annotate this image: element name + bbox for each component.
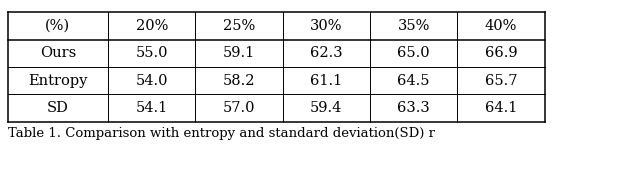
Text: 40%: 40% bbox=[485, 19, 517, 33]
Text: 35%: 35% bbox=[398, 19, 430, 33]
Text: 64.1: 64.1 bbox=[485, 101, 517, 115]
Text: 55.0: 55.0 bbox=[136, 46, 168, 60]
Text: Entropy: Entropy bbox=[28, 74, 88, 88]
Text: Table 1. Comparison with entropy and standard deviation(SD) r: Table 1. Comparison with entropy and sta… bbox=[8, 127, 434, 140]
Text: 58.2: 58.2 bbox=[223, 74, 255, 88]
Text: 65.0: 65.0 bbox=[398, 46, 430, 60]
Text: (%): (%) bbox=[45, 19, 71, 33]
Text: 62.3: 62.3 bbox=[310, 46, 342, 60]
Text: 25%: 25% bbox=[223, 19, 255, 33]
Text: 65.7: 65.7 bbox=[485, 74, 517, 88]
Text: 20%: 20% bbox=[136, 19, 168, 33]
Text: 61.1: 61.1 bbox=[310, 74, 342, 88]
Text: 59.4: 59.4 bbox=[310, 101, 342, 115]
Text: 66.9: 66.9 bbox=[485, 46, 517, 60]
Text: 30%: 30% bbox=[310, 19, 342, 33]
Text: 54.0: 54.0 bbox=[136, 74, 168, 88]
Text: 63.3: 63.3 bbox=[398, 101, 430, 115]
Text: SD: SD bbox=[47, 101, 69, 115]
Text: 64.5: 64.5 bbox=[398, 74, 430, 88]
Text: Ours: Ours bbox=[39, 46, 76, 60]
Text: 59.1: 59.1 bbox=[223, 46, 255, 60]
Text: 54.1: 54.1 bbox=[136, 101, 168, 115]
Text: 57.0: 57.0 bbox=[223, 101, 255, 115]
